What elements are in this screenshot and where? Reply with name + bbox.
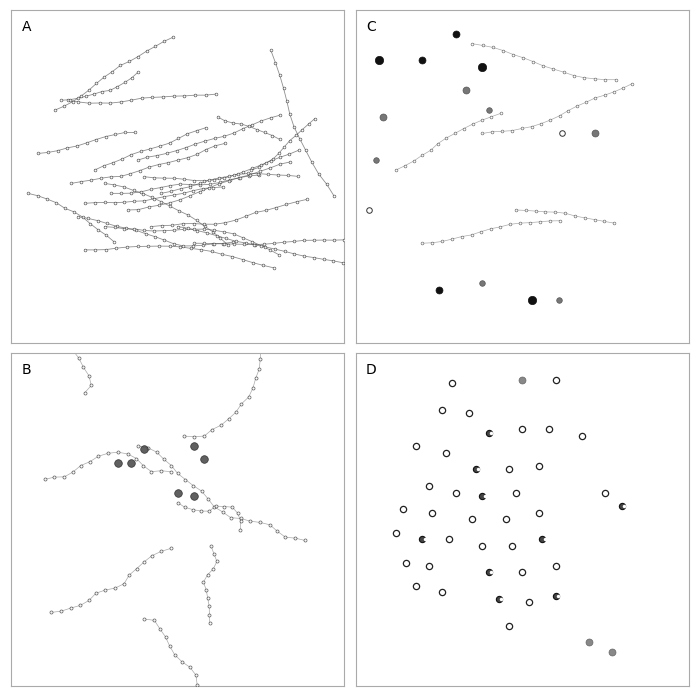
Text: C: C [366,20,376,34]
Text: B: B [22,363,31,377]
Text: D: D [366,363,377,377]
Text: A: A [22,20,31,34]
